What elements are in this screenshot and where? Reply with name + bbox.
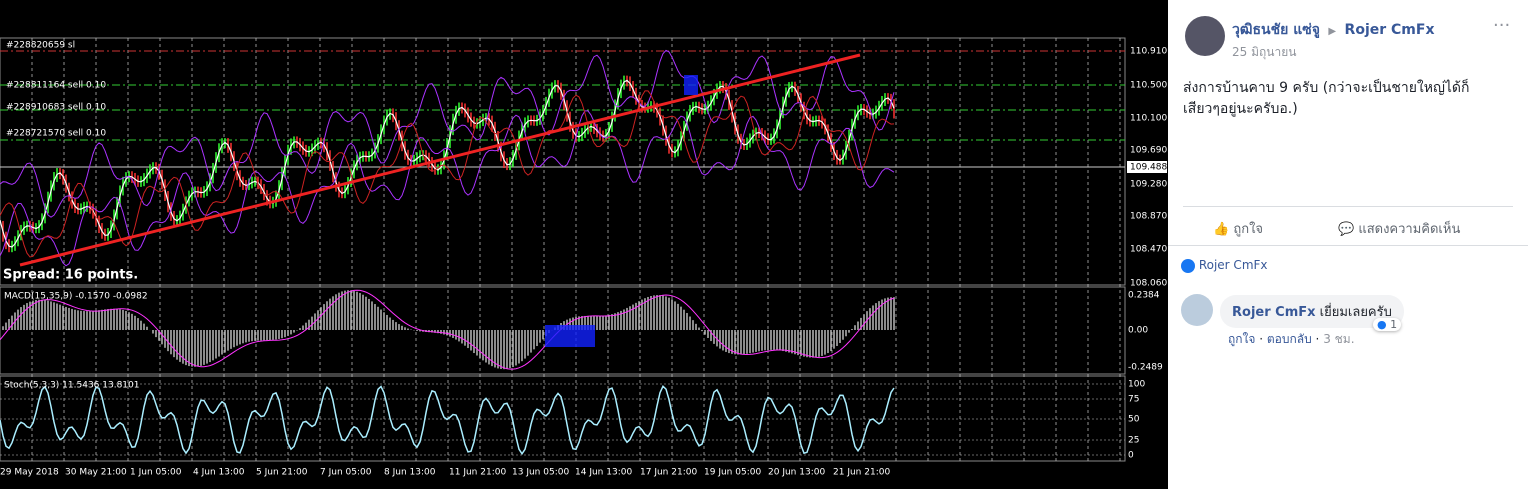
date-label: 14 Jun 13:00 xyxy=(575,468,632,478)
macd-scale: 0.00 xyxy=(1128,326,1148,336)
stoch-scale: 0 xyxy=(1128,451,1134,461)
reactions[interactable]: Rojer CmFx xyxy=(1181,258,1268,273)
price-label: 109.280 xyxy=(1130,180,1167,190)
divider xyxy=(1168,245,1528,246)
chart-background xyxy=(0,0,1168,489)
like-label: ถูกใจ xyxy=(1233,222,1264,237)
price-label: 109.488 xyxy=(1130,163,1167,173)
price-label: 108.870 xyxy=(1130,212,1167,222)
comment-author[interactable]: Rojer CmFx xyxy=(1232,305,1316,320)
facebook-post: วุฒิธนชัย แซ่จู ▶ Rojer CmFx 25 มิถุนายน… xyxy=(1168,0,1528,489)
indicator-line xyxy=(0,289,895,370)
comment-reply[interactable]: ตอบกลับ xyxy=(1266,332,1312,346)
comment-like[interactable]: ถูกใจ xyxy=(1228,332,1256,346)
price-box xyxy=(1127,161,1167,173)
stoch-scale: 50 xyxy=(1128,415,1140,425)
count: 1 xyxy=(1390,318,1398,331)
stoch-scale: 100 xyxy=(1128,380,1145,390)
indicator-line xyxy=(0,90,895,258)
spread-label: Spread: 16 points. xyxy=(3,268,138,283)
date-label: 5 Jun 21:00 xyxy=(256,468,308,478)
macd-label: MACD(15,35,9) -0.1570 -0.0982 xyxy=(4,292,148,302)
price-label: 110.500 xyxy=(1130,81,1167,91)
comment-bubble: Rojer CmFx เยี่ยมเลยครับ xyxy=(1220,295,1404,328)
stoch-scale: 25 xyxy=(1128,436,1139,446)
author-avatar[interactable] xyxy=(1185,16,1225,56)
date-label: 21 Jun 21:00 xyxy=(833,468,890,478)
author-name[interactable]: วุฒิธนชัย แซ่จู xyxy=(1232,22,1320,38)
divider xyxy=(1183,206,1513,207)
page-name[interactable]: Rojer CmFx xyxy=(1344,22,1435,38)
date-label: 30 May 21:00 xyxy=(65,468,127,478)
price-label: 110.100 xyxy=(1130,114,1167,124)
order-label: #228820659 sl xyxy=(6,41,75,51)
indicator-line xyxy=(0,110,895,267)
price-label: 108.470 xyxy=(1130,245,1167,255)
price-label: 109.690 xyxy=(1130,146,1167,156)
post-header: วุฒิธนชัย แซ่จู ▶ Rojer CmFx xyxy=(1232,19,1434,41)
date-label: 29 May 2018 xyxy=(0,468,59,478)
date-label: 7 Jun 05:00 xyxy=(320,468,372,478)
date-label: 8 Jun 13:00 xyxy=(384,468,436,478)
reactor: Rojer CmFx xyxy=(1198,258,1268,272)
comment-label: แสดงความคิดเห็น xyxy=(1358,222,1461,237)
post-text: ส่งการบ้านคาบ 9 ครับ (กว่าจะเป็นชายใหญ่ไ… xyxy=(1183,80,1470,117)
indicator-line xyxy=(0,49,895,218)
date-label: 19 Jun 05:00 xyxy=(704,468,761,478)
date-label: 1 Jun 05:00 xyxy=(130,468,182,478)
chart-decor xyxy=(0,37,1126,462)
price-label: 108.060 xyxy=(1130,279,1167,289)
comment-time: 3 ชม. xyxy=(1323,332,1355,346)
comment-reaction-count[interactable]: ● 1 xyxy=(1373,318,1402,331)
macd-scale: 0.2384 xyxy=(1128,291,1160,301)
post-time[interactable]: 25 มิถุนายน xyxy=(1232,45,1297,59)
stoch-scale: 75 xyxy=(1128,395,1139,405)
order-label: #228721570 sell 0.10 xyxy=(6,129,106,139)
order-label: #228811164 sell 0.10 xyxy=(6,81,106,91)
chart-labels: #228820659 sl #228811164 sell 0.10 #228910… xyxy=(0,41,1167,478)
panel-border xyxy=(0,375,1126,462)
date-label: 4 Jun 13:00 xyxy=(193,468,245,478)
macd-scale: -0.2489 xyxy=(1128,363,1163,373)
comment-button[interactable]: 💬 แสดงความคิดเห็น xyxy=(1338,222,1461,237)
comment-text: เยี่ยมเลยครับ xyxy=(1319,305,1392,320)
panel-border xyxy=(0,286,1126,375)
panel-border xyxy=(0,37,1126,286)
order-label: #228910683 sell 0.10 xyxy=(6,103,106,113)
price-label: 110.910 xyxy=(1130,47,1167,57)
highlight xyxy=(684,75,698,95)
highlight xyxy=(545,325,595,347)
date-label: 13 Jun 05:00 xyxy=(512,468,569,478)
stoch-label: Stoch(5,3,3) 11.5436 13.8101 xyxy=(4,381,139,391)
like-button[interactable]: 👍 ถูกใจ xyxy=(1213,222,1264,237)
menu[interactable]: ··· xyxy=(1493,15,1511,36)
indicator-line xyxy=(0,385,895,456)
comment-actions: ถูกใจ · ตอบกลับ · 3 ชม. xyxy=(1228,332,1355,346)
date-label: 17 Jun 21:00 xyxy=(640,468,697,478)
date-label: 20 Jun 13:00 xyxy=(768,468,825,478)
chart-screenshot: #228820659 sl #228811164 sell 0.10 #228910… xyxy=(0,0,1168,489)
date-label: 11 Jun 21:00 xyxy=(449,468,506,478)
trend-line xyxy=(19,53,861,267)
arrow: ▶ xyxy=(1328,26,1337,37)
commenter-avatar[interactable] xyxy=(1181,294,1213,326)
indicator-line xyxy=(0,79,895,248)
